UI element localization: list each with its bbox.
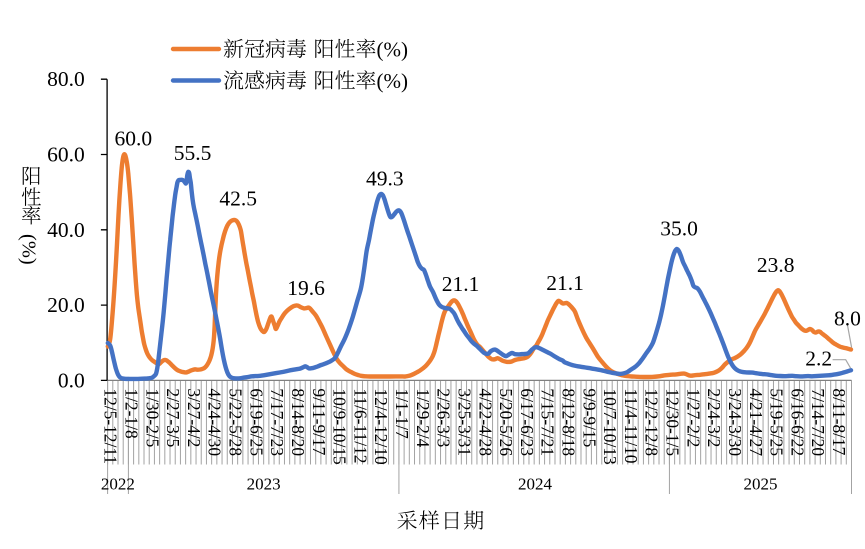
svg-text:(%): (%) bbox=[377, 37, 408, 61]
svg-text:6/19-6/25: 6/19-6/25 bbox=[246, 388, 266, 456]
svg-text:19.6: 19.6 bbox=[287, 276, 325, 300]
svg-text:49.3: 49.3 bbox=[366, 167, 404, 191]
svg-text:2022: 2022 bbox=[101, 475, 135, 494]
svg-text:8/14-8/20: 8/14-8/20 bbox=[288, 388, 308, 456]
svg-text:8/11-8/17: 8/11-8/17 bbox=[829, 388, 849, 455]
svg-text:6/16-6/22: 6/16-6/22 bbox=[787, 388, 807, 456]
svg-text:5/19-5/25: 5/19-5/25 bbox=[767, 388, 787, 456]
svg-text:(%): (%) bbox=[18, 234, 40, 265]
svg-text:7/17-7/23: 7/17-7/23 bbox=[267, 388, 287, 456]
svg-text:2025: 2025 bbox=[744, 475, 778, 494]
svg-text:4/21-4/27: 4/21-4/27 bbox=[746, 388, 766, 456]
svg-text:10/9-10/15: 10/9-10/15 bbox=[330, 388, 350, 465]
svg-text:60.0: 60.0 bbox=[47, 143, 85, 167]
svg-text:1/30-2/5: 1/30-2/5 bbox=[142, 388, 162, 447]
svg-text:35.0: 35.0 bbox=[660, 217, 698, 241]
svg-text:20.0: 20.0 bbox=[47, 293, 85, 317]
svg-text:6/17-6/23: 6/17-6/23 bbox=[517, 388, 537, 456]
svg-text:(%): (%) bbox=[377, 69, 408, 93]
svg-text:12/4-12/10: 12/4-12/10 bbox=[371, 388, 391, 465]
svg-text:1/29-2/4: 1/29-2/4 bbox=[413, 388, 433, 447]
svg-text:11/4-11/10: 11/4-11/10 bbox=[621, 388, 641, 463]
svg-text:8/12-8/18: 8/12-8/18 bbox=[559, 388, 579, 456]
svg-text:1/1-1/7: 1/1-1/7 bbox=[392, 388, 412, 439]
svg-text:2.2: 2.2 bbox=[805, 347, 832, 371]
svg-text:5/22-5/28: 5/22-5/28 bbox=[226, 388, 246, 456]
svg-text:55.5: 55.5 bbox=[174, 141, 212, 165]
svg-text:12/2-12/8: 12/2-12/8 bbox=[642, 388, 662, 456]
svg-text:0.0: 0.0 bbox=[58, 368, 85, 392]
svg-text:1/27-2/2: 1/27-2/2 bbox=[683, 388, 703, 447]
svg-text:12/30-1/5: 12/30-1/5 bbox=[663, 388, 683, 456]
svg-text:80.0: 80.0 bbox=[47, 67, 85, 91]
svg-text:40.0: 40.0 bbox=[47, 218, 85, 242]
svg-text:42.5: 42.5 bbox=[219, 187, 257, 211]
svg-text:4/22-4/28: 4/22-4/28 bbox=[475, 388, 495, 456]
svg-text:2024: 2024 bbox=[518, 475, 553, 494]
svg-text:60.0: 60.0 bbox=[114, 127, 152, 151]
svg-text:2/26-3/3: 2/26-3/3 bbox=[434, 388, 454, 447]
svg-text:7/15-7/21: 7/15-7/21 bbox=[538, 388, 558, 456]
svg-text:4/24-4/30: 4/24-4/30 bbox=[205, 388, 225, 456]
svg-text:10/7-10/13: 10/7-10/13 bbox=[600, 388, 620, 465]
svg-text:11/6-11/12: 11/6-11/12 bbox=[350, 388, 370, 463]
svg-text:2023: 2023 bbox=[247, 475, 281, 494]
svg-text:2/24-3/2: 2/24-3/2 bbox=[704, 388, 724, 447]
svg-text:12/5-12/11: 12/5-12/11 bbox=[101, 388, 121, 464]
svg-text:23.8: 23.8 bbox=[757, 253, 795, 277]
svg-text:7/14-7/20: 7/14-7/20 bbox=[808, 388, 828, 456]
svg-text:3/24-3/30: 3/24-3/30 bbox=[725, 388, 745, 456]
svg-text:5/20-5/26: 5/20-5/26 bbox=[496, 388, 516, 456]
svg-text:8.0: 8.0 bbox=[834, 306, 861, 330]
svg-text:9/9-9/15: 9/9-9/15 bbox=[579, 388, 599, 447]
svg-text:1/2-1/8: 1/2-1/8 bbox=[122, 388, 142, 439]
svg-text:2/27-3/5: 2/27-3/5 bbox=[163, 388, 183, 447]
svg-text:3/25-3/31: 3/25-3/31 bbox=[454, 388, 474, 456]
svg-text:21.1: 21.1 bbox=[546, 271, 584, 295]
svg-text:21.1: 21.1 bbox=[442, 272, 480, 296]
svg-text:9/11-9/17: 9/11-9/17 bbox=[309, 388, 329, 455]
svg-text:3/27-4/2: 3/27-4/2 bbox=[184, 388, 204, 447]
